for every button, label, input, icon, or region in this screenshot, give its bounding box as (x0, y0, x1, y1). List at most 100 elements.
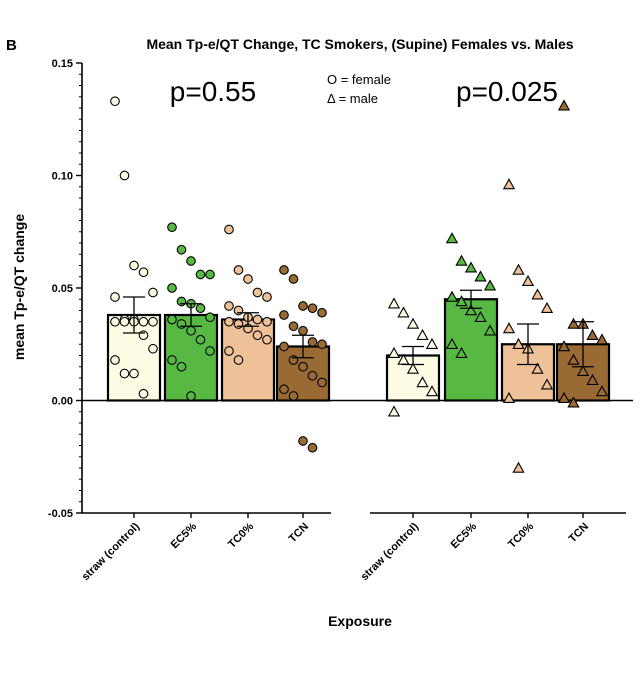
data-point (110, 292, 120, 302)
data-point (455, 295, 468, 307)
data-point (205, 346, 215, 356)
x-tick-label: EC5% (449, 520, 480, 551)
data-point (307, 303, 318, 314)
data-point (317, 307, 327, 318)
x-tick-label: TC0% (506, 520, 536, 550)
data-point (176, 319, 187, 329)
data-point (288, 321, 299, 332)
x-tick-label: TCN (287, 521, 312, 546)
data-point (233, 305, 244, 316)
bar (500, 343, 556, 402)
bars (106, 298, 611, 402)
data-point (138, 267, 149, 278)
data-point (110, 355, 120, 365)
data-point (138, 330, 149, 341)
data-point (425, 337, 439, 349)
data-point (464, 261, 478, 273)
x-tick-label: TCN (567, 521, 592, 546)
error-bars (123, 289, 594, 368)
data-point (252, 314, 263, 325)
bar (443, 298, 499, 402)
data-point (464, 304, 478, 316)
data-point (317, 339, 327, 350)
data-point (176, 296, 187, 307)
y-tick-label: 0.05 (52, 283, 73, 295)
data-point (148, 287, 158, 298)
data-point (138, 316, 149, 327)
data-point (195, 303, 206, 314)
data-point (416, 376, 429, 388)
chart-title: Mean Tp-e/QT Change, TC Smokers, (Supine… (146, 36, 573, 52)
data-point (474, 310, 487, 322)
data-point (502, 391, 516, 403)
data-point (567, 317, 580, 329)
data-point (167, 355, 177, 365)
data-point (148, 343, 158, 354)
data-point (595, 333, 609, 345)
data-point (205, 269, 215, 280)
data-point (567, 396, 580, 408)
data-point (586, 328, 599, 340)
data-point (176, 244, 187, 255)
data-point (416, 328, 429, 340)
data-point (288, 355, 299, 365)
y-axis-label: mean Tp-e/QT change (11, 214, 27, 360)
data-point (298, 436, 308, 446)
data-point (224, 301, 234, 311)
data-point (425, 385, 439, 397)
data-point (483, 324, 497, 336)
panel-label: B (6, 37, 17, 54)
data-point (512, 337, 525, 349)
data-point (387, 346, 401, 358)
data-point (298, 301, 308, 311)
data-point (129, 260, 139, 271)
data-point (288, 391, 299, 401)
data-point (167, 314, 177, 325)
y-tick-label: 0.15 (52, 58, 73, 70)
data-point (119, 170, 130, 181)
data-point (540, 378, 554, 390)
data-point (279, 341, 289, 352)
y-tick-label: -0.05 (48, 508, 73, 520)
data-point (186, 391, 196, 401)
x-tick-label: TC0% (226, 520, 256, 550)
data-point (252, 330, 263, 341)
data-point (167, 222, 177, 233)
data-point (586, 373, 599, 385)
data-point (397, 306, 410, 318)
data-point (195, 269, 206, 280)
p-value-male: p=0.025 (456, 76, 558, 107)
data-point (288, 274, 299, 284)
data-point (186, 325, 196, 336)
data-point (233, 265, 244, 275)
data-point (195, 334, 206, 345)
data-point (279, 384, 289, 395)
data-point (279, 310, 289, 320)
data-point (540, 301, 554, 313)
data-point (307, 370, 318, 381)
data-point (205, 312, 215, 323)
data-point (406, 317, 420, 329)
data-point (224, 346, 234, 356)
data-point (279, 265, 289, 275)
data-point (557, 99, 571, 111)
data-point (119, 316, 130, 327)
legend-female: O = female (327, 72, 391, 87)
data-point (167, 283, 177, 293)
data-point (317, 377, 327, 388)
data-point (445, 232, 459, 244)
data-point (474, 270, 487, 282)
data-point (298, 325, 308, 336)
data-point (387, 405, 401, 417)
x-axis-label: Exposure (328, 613, 392, 629)
data-point (567, 353, 580, 365)
data-point (557, 340, 571, 352)
data-point (307, 337, 318, 347)
data-point (502, 178, 516, 190)
axes (76, 62, 633, 518)
data-point (243, 274, 253, 284)
data-point (262, 292, 272, 302)
data-point (387, 297, 401, 309)
x-tick-label: EC5% (169, 520, 200, 551)
